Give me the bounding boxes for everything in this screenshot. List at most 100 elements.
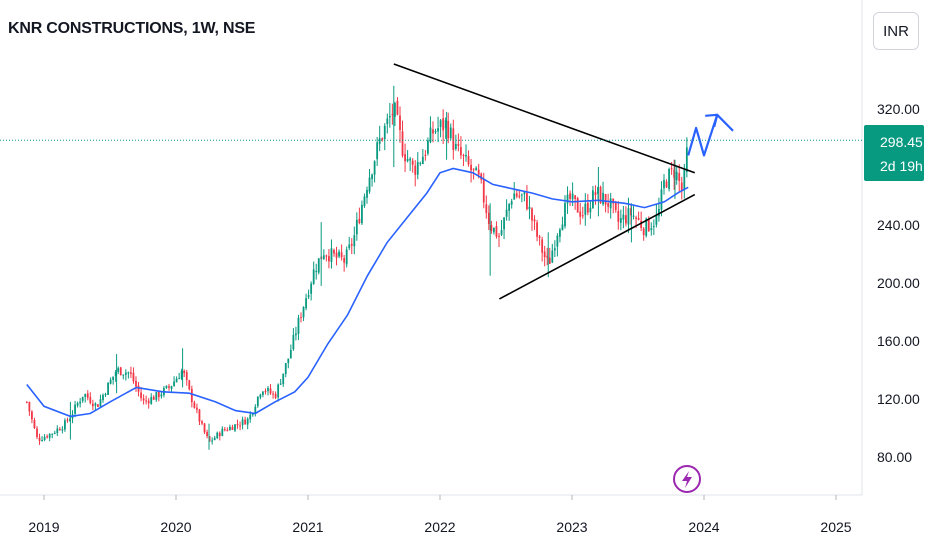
candle-body: [223, 429, 226, 431]
candle-body: [625, 215, 627, 224]
x-tick-label: 2021: [292, 519, 323, 535]
candle-body: [289, 349, 292, 359]
candle-body: [251, 413, 254, 416]
trendline: [499, 193, 696, 300]
candle-body: [244, 419, 247, 425]
candle-body: [378, 138, 381, 144]
candle-body: [269, 388, 272, 394]
candle-body: [401, 131, 404, 156]
trendlines: [393, 63, 696, 300]
x-axis: 2019 2020 2021 2022 2023 2024 2025: [28, 495, 852, 535]
candle-body: [58, 429, 61, 431]
candle-body: [81, 396, 84, 401]
candle-body: [241, 419, 244, 426]
candle-body: [508, 204, 511, 211]
flash-icon[interactable]: [673, 465, 701, 493]
candle-body: [442, 118, 445, 131]
x-tick-label: 2020: [160, 519, 191, 535]
candle-body: [211, 440, 214, 442]
candle-body: [589, 207, 592, 213]
candle-body: [208, 436, 211, 442]
candle-body: [355, 219, 358, 235]
candle-body: [157, 391, 160, 398]
candle-body: [307, 295, 310, 297]
candle-body: [267, 388, 269, 392]
candle-body: [394, 103, 396, 117]
candle-body: [201, 421, 203, 424]
candle-body: [531, 208, 533, 221]
candle-body: [388, 116, 391, 118]
candle-body: [510, 201, 513, 205]
candle-body: [361, 204, 363, 224]
candle-body: [84, 394, 87, 397]
candle-body: [256, 396, 259, 406]
candle-body: [206, 431, 208, 437]
candle-body: [104, 394, 107, 396]
candle-body: [391, 114, 394, 116]
candle-body: [536, 222, 538, 237]
candle-body: [495, 226, 498, 237]
price-badge-box: [864, 125, 924, 181]
candle-body: [414, 165, 417, 175]
candle-body: [41, 440, 43, 442]
y-axis: 80.00 120.00 160.00 200.00 240.00 320.00: [877, 101, 920, 465]
candle-body: [274, 393, 277, 398]
candle-body: [602, 192, 604, 205]
candle-body: [485, 204, 488, 214]
y-tick-label: 120.00: [877, 391, 920, 407]
candle-body: [322, 255, 325, 259]
candle-body: [675, 171, 678, 181]
candle-body: [122, 374, 125, 376]
candle-body: [546, 255, 549, 258]
candle-body: [655, 215, 658, 225]
y-tick-label: 200.00: [877, 275, 920, 291]
candle-body: [566, 194, 569, 204]
candle-body: [350, 243, 353, 246]
candle-body: [94, 403, 97, 406]
candle-body: [520, 194, 523, 196]
candle-body: [569, 193, 571, 200]
moving-average-line: [26, 167, 689, 418]
currency-button[interactable]: INR: [873, 12, 919, 50]
candle-body: [376, 142, 379, 160]
candle-body: [317, 258, 320, 273]
candle-body: [33, 419, 36, 428]
candle-body: [404, 154, 406, 162]
candle-body: [328, 256, 330, 262]
candle-body: [449, 127, 452, 139]
candle-body: [411, 160, 414, 165]
candle-body: [584, 203, 587, 215]
price-badge: 298.45 2d 19h: [864, 125, 924, 181]
candle-body: [475, 167, 478, 171]
candle-body: [673, 169, 676, 179]
candle-body: [612, 198, 615, 204]
candle-body: [541, 239, 544, 253]
candle-body: [470, 164, 472, 171]
candle-body: [249, 414, 252, 420]
candle-body: [444, 120, 447, 129]
x-tick-label: 2019: [28, 519, 59, 535]
y-tick-label: 160.00: [877, 333, 920, 349]
candle-body: [160, 394, 163, 397]
x-tick-label: 2023: [556, 519, 587, 535]
candle-body: [91, 403, 94, 407]
candle-body: [551, 250, 554, 263]
candle-body: [477, 169, 480, 175]
projection-line: [687, 113, 734, 157]
candle-body: [109, 379, 112, 384]
candle-body: [262, 391, 264, 395]
candle-body: [147, 400, 150, 404]
candle-body: [135, 380, 137, 387]
candle-body: [650, 228, 653, 230]
candle-body: [632, 215, 635, 217]
candle-body: [556, 235, 559, 247]
candle-body: [396, 100, 399, 115]
candle-body: [353, 235, 356, 247]
candle-body: [670, 168, 673, 170]
candle-body: [503, 217, 505, 230]
candle-body: [259, 394, 262, 398]
price-badge-countdown: 2d 19h: [880, 158, 923, 174]
candle-body: [581, 215, 584, 217]
candle-body: [137, 385, 140, 392]
x-tick-label: 2025: [820, 519, 851, 535]
